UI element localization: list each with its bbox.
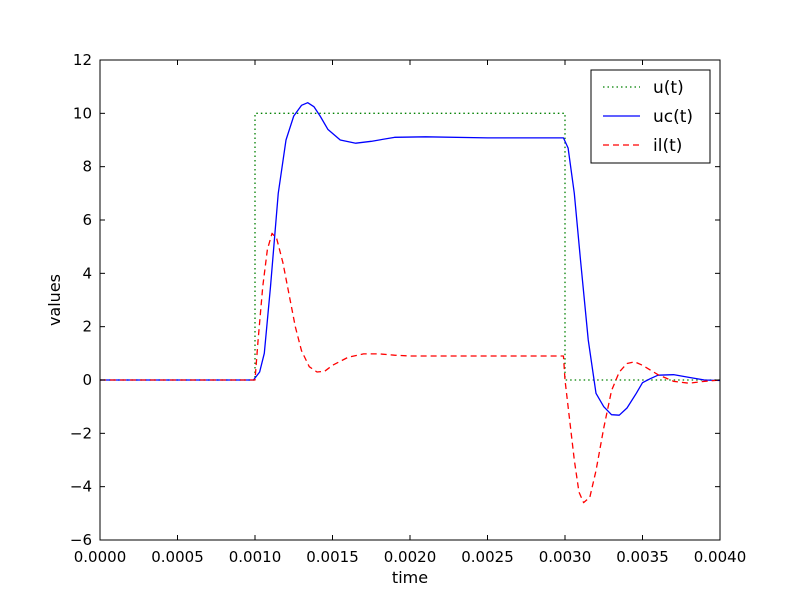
x-tick-label: 0.0025 xyxy=(461,548,514,566)
x-tick-label: 0.0030 xyxy=(539,548,592,566)
x-tick-label: 0.0040 xyxy=(694,548,747,566)
legend-label: u(t) xyxy=(653,78,684,98)
x-tick-label: 0.0020 xyxy=(384,548,437,566)
y-tick-label: 0 xyxy=(82,371,92,389)
x-tick-label: 0.0010 xyxy=(229,548,282,566)
y-axis: −6 −4 −2 0 2 4 6 8 10 12 xyxy=(70,51,720,549)
y-tick-label: −6 xyxy=(70,531,92,549)
y-tick-label: 12 xyxy=(73,51,92,69)
series-line-uct xyxy=(100,102,720,416)
x-axis: 0.0000 0.0005 0.0010 0.0015 0.0020 0.0025 0.00… xyxy=(74,60,747,566)
y-tick-label: −2 xyxy=(70,424,92,442)
legend-label: il(t) xyxy=(653,136,682,156)
x-tick-label: 0.0015 xyxy=(306,548,359,566)
x-tick-label: 0.0005 xyxy=(151,548,204,566)
y-tick-label: 8 xyxy=(82,158,92,176)
legend-label: uc(t) xyxy=(653,107,693,127)
y-tick-label: 6 xyxy=(82,211,92,229)
series-layer xyxy=(100,102,720,504)
x-axis-label: time xyxy=(392,568,428,587)
y-tick-label: 2 xyxy=(82,318,92,336)
legend: u(t) uc(t) il(t) xyxy=(590,69,711,164)
series-line-ilt xyxy=(100,232,720,504)
y-tick-label: 10 xyxy=(73,104,92,122)
x-tick-label: 0.0000 xyxy=(74,548,127,566)
series-line-ut xyxy=(100,112,720,381)
y-tick-label: −4 xyxy=(70,478,92,496)
y-axis-label: values xyxy=(45,274,64,326)
x-tick-label: 0.0035 xyxy=(616,548,669,566)
y-tick-label: 4 xyxy=(82,264,92,282)
